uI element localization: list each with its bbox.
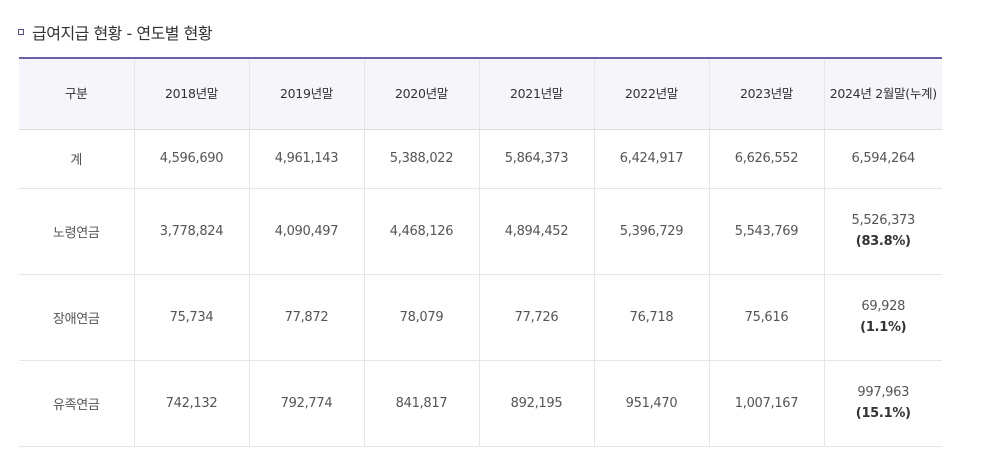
table-cell: 4,090,497 — [248, 188, 364, 275]
row-label: 계 — [19, 129, 134, 189]
table-cell-with-share: 997,963 (15.1%) — [823, 360, 942, 447]
table-cell: 4,961,143 — [248, 129, 364, 189]
table-cell: 4,596,690 — [133, 129, 249, 189]
table-cell: 3,778,824 — [133, 188, 249, 275]
table-header-row: 구분 2018년말 2019년말 2020년말 2021년말 2022년말 20… — [19, 57, 942, 130]
benefit-payment-table: 구분 2018년말 2019년말 2020년말 2021년말 2022년말 20… — [19, 57, 942, 447]
table-cell: 841,817 — [363, 360, 479, 447]
header-2024-feb: 2024년 2월말(누계) — [823, 57, 942, 130]
table-cell: 5,396,729 — [593, 188, 709, 275]
table-cell-with-share: 69,928 (1.1%) — [823, 274, 942, 361]
cell-value: 69,928 — [861, 299, 906, 314]
table-cell: 6,594,264 — [823, 129, 942, 189]
row-label: 유족연금 — [19, 360, 134, 447]
share-percent: (83.8%) — [855, 234, 911, 249]
table-cell: 4,894,452 — [478, 188, 594, 275]
table-row-disability-pension: 장애연금 75,734 77,872 78,079 77,726 76,718 … — [19, 274, 942, 361]
share-percent: (15.1%) — [855, 406, 911, 421]
table-cell: 78,079 — [363, 274, 479, 361]
table-cell: 6,424,917 — [593, 129, 709, 189]
table-row-survivor-pension: 유족연금 742,132 792,774 841,817 892,195 951… — [19, 360, 942, 447]
header-2023: 2023년말 — [708, 57, 824, 130]
table-cell: 792,774 — [248, 360, 364, 447]
page-title: 급여지급 현황 - 연도별 현황 — [32, 24, 213, 43]
table-cell: 5,543,769 — [708, 188, 824, 275]
header-2018: 2018년말 — [133, 57, 249, 130]
row-label: 장애연금 — [19, 274, 134, 361]
cell-value: 5,526,373 — [851, 213, 916, 228]
table-cell: 77,726 — [478, 274, 594, 361]
table-cell: 76,718 — [593, 274, 709, 361]
cell-value: 997,963 — [857, 385, 910, 400]
table-cell: 1,007,167 — [708, 360, 824, 447]
table-cell: 951,470 — [593, 360, 709, 447]
section-title: 급여지급 현황 - 연도별 현황 — [18, 20, 213, 44]
header-2019: 2019년말 — [248, 57, 364, 130]
table-cell: 5,388,022 — [363, 129, 479, 189]
header-2022: 2022년말 — [593, 57, 709, 130]
table-cell: 892,195 — [478, 360, 594, 447]
table-cell-with-share: 5,526,373 (83.8%) — [823, 188, 942, 275]
table-cell: 75,616 — [708, 274, 824, 361]
table-cell: 6,626,552 — [708, 129, 824, 189]
square-bullet-icon — [18, 29, 24, 35]
header-2020: 2020년말 — [363, 57, 479, 130]
share-percent: (1.1%) — [860, 320, 907, 335]
table-cell: 4,468,126 — [363, 188, 479, 275]
table-cell: 5,864,373 — [478, 129, 594, 189]
table-cell: 75,734 — [133, 274, 249, 361]
header-2021: 2021년말 — [478, 57, 594, 130]
table-cell: 77,872 — [248, 274, 364, 361]
table-row-total: 계 4,596,690 4,961,143 5,388,022 5,864,37… — [19, 129, 942, 189]
table-cell: 742,132 — [133, 360, 249, 447]
table-row-old-age-pension: 노령연금 3,778,824 4,090,497 4,468,126 4,894… — [19, 188, 942, 275]
row-label: 노령연금 — [19, 188, 134, 275]
header-category: 구분 — [19, 57, 134, 130]
